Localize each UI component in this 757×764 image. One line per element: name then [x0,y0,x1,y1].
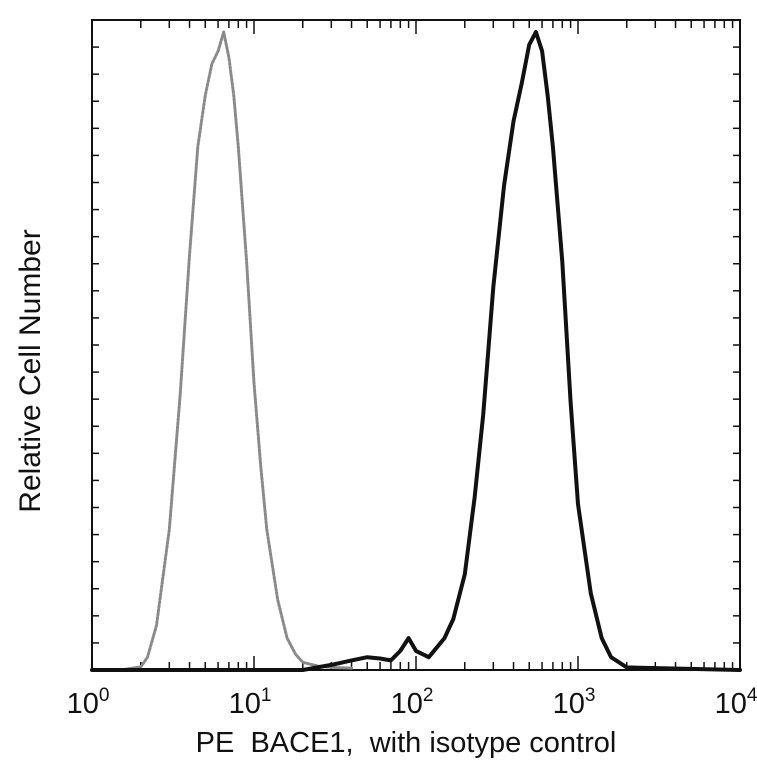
x-tick-base: 10 [67,688,99,720]
x-tick-exponent: 0 [99,685,110,706]
x-tick-exponent: 3 [585,685,596,706]
x-tick-label: 103 [553,685,596,720]
x-axis-label: PE BACE1, with isotype control [196,727,617,759]
isotype-control-curve [90,30,353,672]
x-tick-base: 10 [715,688,747,720]
y-axis-label: Relative Cell Number [14,229,47,512]
x-tick-label: 101 [229,685,272,720]
x-tick-label: 104 [715,685,757,720]
bace1-curve [90,30,742,672]
x-tick-label: 102 [391,685,434,720]
x-tick-exponent: 4 [747,685,757,706]
x-tick-base: 10 [229,688,261,720]
series-group [90,30,742,672]
axis-ticks [91,20,741,670]
plot-frame [91,19,741,671]
x-tick-base: 10 [553,688,585,720]
x-tick-base: 10 [391,688,423,720]
x-tick-labels: 100 101 102 103 104 [67,685,757,720]
x-tick-exponent: 1 [261,685,272,706]
x-tick-label: 100 [67,685,110,720]
x-tick-exponent: 2 [423,685,434,706]
